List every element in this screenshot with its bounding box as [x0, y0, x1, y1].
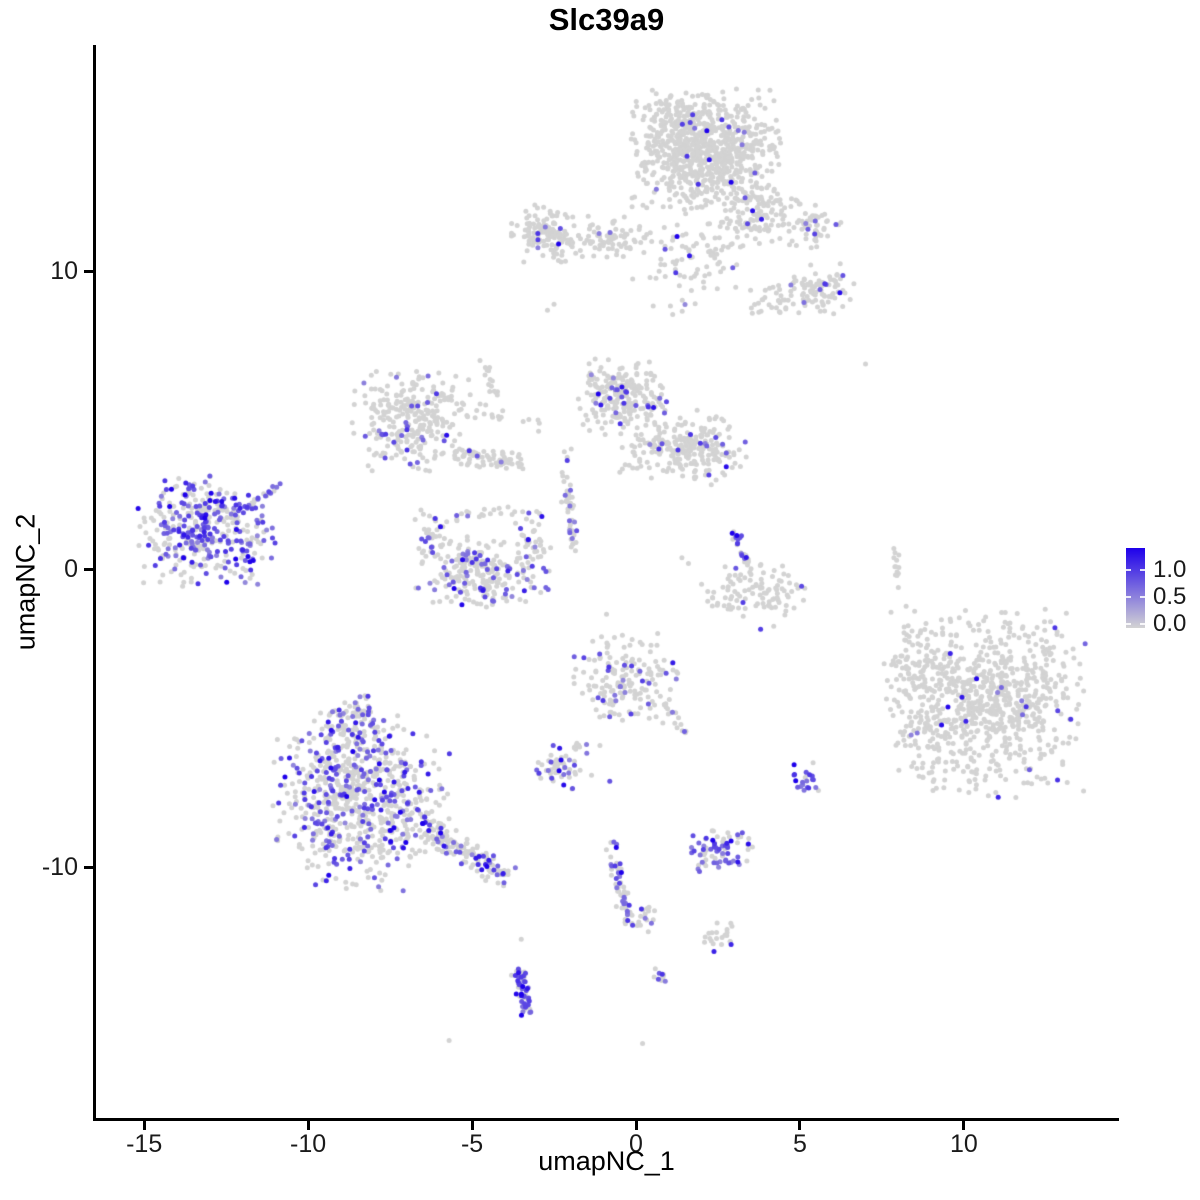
- y-tick-mark: [84, 568, 93, 572]
- x-axis-title: umapNC_1: [538, 1146, 675, 1176]
- x-tick-mark: [798, 1121, 802, 1130]
- x-tick-label: -10: [290, 1130, 327, 1158]
- x-axis-line: [93, 1118, 1119, 1121]
- colorbar-tick-label: 0.5: [1153, 583, 1187, 610]
- colorbar-tick-mark: [1140, 596, 1145, 598]
- x-tick-label: 5: [792, 1130, 807, 1158]
- x-tick-mark: [142, 1121, 146, 1130]
- y-tick-label: 0: [64, 554, 78, 583]
- x-tick-label: -5: [460, 1130, 484, 1158]
- colorbar-tick-mark: [1126, 569, 1131, 571]
- colorbar-tick-mark: [1140, 623, 1145, 625]
- y-tick-label: 10: [50, 256, 78, 285]
- x-tick-mark: [962, 1121, 966, 1130]
- colorbar-tick-mark: [1126, 623, 1131, 625]
- colorbar-tick-label: 1.0: [1153, 556, 1187, 583]
- expression-colorbar-legend: 1.0 0.5 0.0: [1126, 546, 1200, 638]
- y-axis-title: umapNC_2: [10, 513, 41, 651]
- colorbar-tick-mark: [1126, 596, 1131, 598]
- y-axis-line: [93, 45, 96, 1121]
- x-tick-label: -15: [126, 1130, 163, 1158]
- x-tick-label: 0: [629, 1130, 643, 1158]
- x-tick-label: 10: [949, 1130, 978, 1158]
- colorbar-gradient: [1126, 548, 1145, 628]
- x-tick-mark: [634, 1121, 638, 1130]
- colorbar-tick-label: 0.0: [1153, 610, 1187, 637]
- y-tick-label: -10: [41, 852, 78, 881]
- colorbar-tick-mark: [1140, 569, 1145, 571]
- x-tick-mark: [306, 1121, 310, 1130]
- y-tick-mark: [84, 270, 93, 274]
- x-tick-mark: [470, 1121, 474, 1130]
- y-tick-mark: [84, 866, 93, 870]
